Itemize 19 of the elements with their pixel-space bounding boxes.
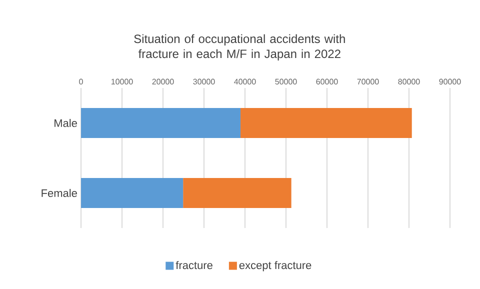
bar: [81, 108, 240, 138]
x-tick-label: 70000: [357, 78, 379, 84]
bar: [240, 108, 412, 138]
y-tick-label: Male: [54, 118, 77, 128]
chart-title: Situation of occupational accidents with fracture in each M/F in Japan in 2022: [134, 34, 345, 60]
x-tick-label: 10000: [111, 78, 133, 84]
x-tick-label: 50000: [275, 78, 297, 84]
legend-label: except fracture: [239, 261, 312, 272]
x-tick-label: 0: [79, 78, 83, 84]
bar: [81, 178, 184, 208]
x-tick-label: 40000: [234, 78, 256, 84]
x-tick-label: 90000: [439, 78, 461, 84]
x-tick-label: 80000: [398, 78, 420, 84]
x-tick-label: 30000: [193, 78, 215, 84]
legend-label: fracture: [176, 261, 212, 270]
x-tick-label: 20000: [152, 78, 174, 84]
x-tick-label: 60000: [316, 78, 338, 84]
y-tick-label: Female: [42, 188, 77, 198]
bar: [183, 178, 292, 208]
